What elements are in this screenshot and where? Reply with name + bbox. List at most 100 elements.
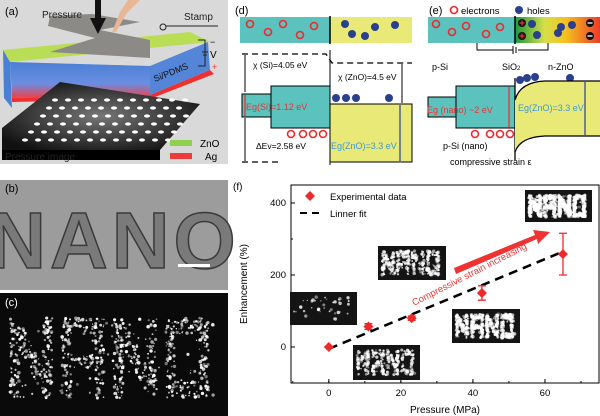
scale-bar xyxy=(178,264,210,267)
speckle xyxy=(86,355,88,358)
speckle xyxy=(46,335,50,339)
speckle xyxy=(410,361,415,365)
speckle xyxy=(202,331,207,336)
speckle xyxy=(488,322,491,326)
speckle xyxy=(171,386,174,389)
speckle xyxy=(196,320,200,324)
speckle xyxy=(133,333,135,335)
speckle xyxy=(154,337,158,341)
speckle xyxy=(583,214,587,218)
speckle xyxy=(565,206,569,209)
speckle xyxy=(70,324,74,328)
hole-icon xyxy=(361,32,369,40)
speckle xyxy=(409,366,412,369)
speckle xyxy=(364,368,367,371)
speckle xyxy=(120,365,125,370)
speckle xyxy=(150,373,152,375)
speckle xyxy=(94,368,98,372)
speckle xyxy=(426,263,429,266)
speckle xyxy=(15,341,18,344)
speckle xyxy=(504,331,509,336)
speckle xyxy=(134,353,137,356)
speckle xyxy=(166,342,169,346)
electron-icon xyxy=(318,129,328,139)
speckle xyxy=(153,342,155,345)
electron-icon xyxy=(461,21,471,31)
speckle xyxy=(142,374,146,378)
speckle xyxy=(470,325,475,330)
pixel-dot xyxy=(156,98,162,102)
speckle xyxy=(404,250,407,252)
speckle xyxy=(164,361,168,366)
speckle xyxy=(141,376,144,379)
speckle xyxy=(83,361,87,365)
speckle xyxy=(151,347,154,349)
legend-electrons: electrons xyxy=(461,6,500,17)
speckle xyxy=(382,270,385,272)
speckle xyxy=(347,300,350,303)
speckle xyxy=(386,359,389,361)
speckle xyxy=(395,372,398,375)
pixel-dot xyxy=(170,114,176,118)
speckle xyxy=(124,343,128,347)
speckle xyxy=(402,362,404,365)
speckle xyxy=(167,353,170,356)
speckle xyxy=(367,349,370,352)
speckle xyxy=(487,315,490,317)
speckle xyxy=(179,389,182,391)
speckle xyxy=(133,352,136,355)
speckle xyxy=(378,364,380,367)
panel-label: (f) xyxy=(233,182,242,193)
pixel-dot xyxy=(47,122,53,126)
speckle xyxy=(510,326,514,329)
speckle xyxy=(500,326,503,328)
speckle xyxy=(552,207,555,210)
speckle xyxy=(435,267,440,271)
x-tick-label: 60 xyxy=(540,388,551,399)
speckle xyxy=(430,272,435,276)
speckle xyxy=(389,269,392,272)
speckle xyxy=(68,324,71,328)
speckle xyxy=(77,316,81,320)
speckle xyxy=(396,364,399,367)
speckle xyxy=(153,369,157,373)
pixel-dot xyxy=(143,98,149,102)
speckle xyxy=(572,211,575,214)
speckle xyxy=(82,332,86,336)
speckle xyxy=(431,253,434,256)
speckle xyxy=(386,355,389,358)
speckle xyxy=(374,351,378,355)
speckle xyxy=(150,360,154,364)
speckle xyxy=(508,317,512,320)
speckle xyxy=(408,263,411,266)
pixel-dot xyxy=(74,138,80,142)
speckle xyxy=(363,352,367,357)
chi-zno-label: χ (ZnO)=4.5 eV xyxy=(338,72,397,82)
speckle xyxy=(568,206,571,209)
speckle xyxy=(152,373,156,378)
speckle xyxy=(204,330,207,332)
speckle xyxy=(98,330,102,334)
speckle xyxy=(472,324,476,327)
speckle xyxy=(356,356,358,359)
speckle xyxy=(496,334,500,338)
speckle xyxy=(568,195,572,199)
speckle xyxy=(99,334,103,338)
speckle xyxy=(42,326,46,329)
speckle xyxy=(419,270,423,274)
pixel-dot xyxy=(104,98,110,102)
speckle xyxy=(61,339,64,342)
speckle xyxy=(102,370,106,374)
speckle xyxy=(127,355,131,358)
speckle xyxy=(492,317,496,320)
speckle xyxy=(389,266,392,269)
speckle xyxy=(135,358,139,362)
speckle xyxy=(418,262,420,265)
speckle xyxy=(13,395,16,398)
speckle xyxy=(421,268,424,270)
speckle xyxy=(537,213,540,217)
speckle xyxy=(15,332,20,336)
speckle xyxy=(64,381,68,385)
y-axis-label: Enhancement (%) xyxy=(239,244,250,324)
pixel-dot xyxy=(152,138,158,142)
